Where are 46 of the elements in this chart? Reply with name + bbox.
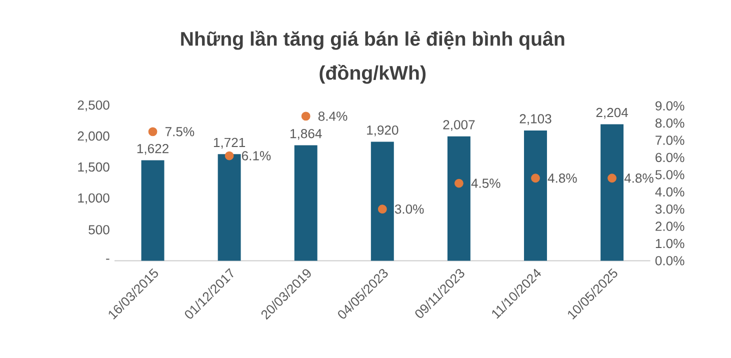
chart-subtitle: (đồng/kWh) xyxy=(320,64,426,84)
y-tick-label: 1,000 xyxy=(78,194,110,204)
y2-tick-label: 4.0% xyxy=(655,187,684,197)
y2-tick-label: 6.0% xyxy=(656,152,684,162)
data-label: 1,622 xyxy=(137,144,168,155)
data-label: 1,920 xyxy=(367,126,398,136)
point xyxy=(454,178,464,188)
y2-tick-label: 1.0% xyxy=(656,239,684,248)
y-tick-label: 2,000 xyxy=(78,132,110,142)
data-label: 1,864 xyxy=(290,129,322,140)
bar xyxy=(294,145,318,261)
y-tick-label: - xyxy=(106,258,110,260)
y-tick-label: 1,500 xyxy=(78,162,110,174)
data-label: 2,204 xyxy=(596,108,628,119)
point xyxy=(608,174,616,183)
chart-title: Những lần tăng giá bán lẻ điện bình quân xyxy=(181,30,564,50)
data-label: 2,103 xyxy=(520,114,552,126)
point xyxy=(531,174,540,183)
y2-tick-label: 8.0% xyxy=(655,118,684,128)
data-label: 4.5% xyxy=(471,178,500,188)
data-label: 6.1% xyxy=(242,151,271,161)
bar xyxy=(524,130,547,261)
bar xyxy=(141,160,164,261)
data-label: 4.8% xyxy=(624,174,654,183)
data-label: 4.8% xyxy=(548,174,577,183)
y2-tick-label: 0.0% xyxy=(655,256,684,266)
data-label: 2,007 xyxy=(443,120,475,132)
y2-tick-label: 3.0% xyxy=(655,204,684,214)
y-tick-label: 2,500 xyxy=(78,100,110,112)
data-label: 8.4% xyxy=(318,112,348,121)
point xyxy=(148,127,158,136)
point xyxy=(224,151,234,160)
bar xyxy=(370,142,394,261)
bar xyxy=(600,124,624,261)
bar xyxy=(218,154,241,261)
y2-tick-label: 2.0% xyxy=(656,222,684,232)
data-label: 7.5% xyxy=(165,127,194,136)
data-label: 1,721 xyxy=(214,138,246,149)
y-tick-label: 500 xyxy=(88,225,110,234)
y2-tick-label: 7.0% xyxy=(656,136,684,146)
bar xyxy=(447,136,470,261)
data-label: 3.0% xyxy=(394,204,424,214)
y2-tick-label: 9.0% xyxy=(656,101,684,111)
y2-tick-label: 5.0% xyxy=(655,170,684,180)
point xyxy=(301,112,310,121)
point xyxy=(378,204,387,214)
